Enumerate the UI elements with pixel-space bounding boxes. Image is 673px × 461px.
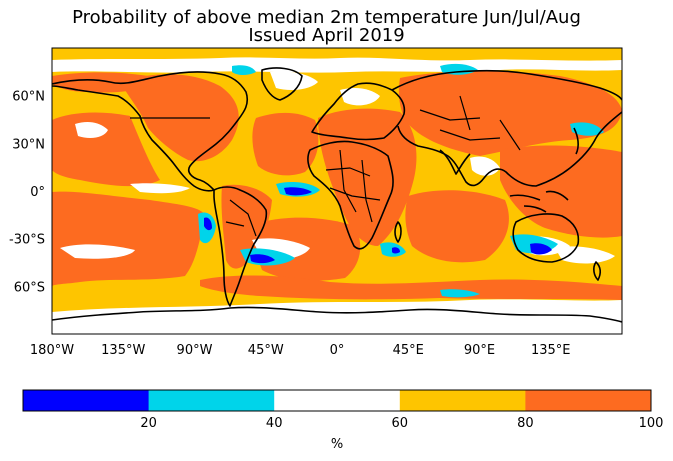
colorbar-tick-label: 80: [517, 416, 534, 431]
x-tick-label: 45°E: [393, 343, 424, 358]
indian-ocean-high: [405, 190, 509, 263]
colorbar-swatch-80-100: [525, 390, 652, 411]
colorbar-swatch-0-20: [23, 390, 150, 411]
y-axis-ticks: 60°N 30°N 0° -30°S 60°S: [9, 90, 45, 296]
x-tick-label: 90°W: [177, 343, 213, 358]
coast-north-america: [52, 71, 249, 192]
south-america-high: [221, 184, 272, 269]
coast-asia: [391, 69, 622, 187]
southern-ocean-high: [200, 275, 622, 300]
atlantic-north-high: [252, 112, 319, 176]
colorbar-frame: [22, 389, 652, 412]
pacific-white-1: [75, 122, 108, 138]
atlantic-eq-blue: [284, 187, 312, 196]
coast-europe: [311, 82, 406, 141]
pacific-white-2: [60, 244, 135, 259]
coast-maritime: [509, 190, 569, 213]
colorbar-swatch-20-40: [148, 390, 275, 411]
indian-ocean-blue: [392, 247, 400, 254]
coast-greenland: [261, 67, 303, 101]
southern-cyan: [440, 289, 480, 298]
colorbar-tick-labels: 20 40 60 80 100: [140, 416, 663, 431]
y-tick-label: 0°: [30, 185, 45, 200]
borders-asia: [419, 95, 521, 151]
west-pacific-high: [500, 145, 622, 238]
europe-white: [340, 88, 380, 106]
coast-australia: [512, 213, 580, 263]
probability-field: [52, 57, 622, 334]
colorbar-tick-label: 20: [140, 416, 157, 431]
coast-africa: [307, 140, 394, 250]
colorbar-tick-label: 40: [266, 416, 283, 431]
x-tick-label: 45°W: [248, 343, 284, 358]
pacific-south-high: [52, 191, 205, 286]
colorbar-tick-label: 100: [639, 416, 664, 431]
pacific-east-white: [555, 246, 615, 264]
australia-blue: [530, 243, 552, 255]
y-tick-label: -30°S: [9, 233, 45, 248]
x-tick-label: 0°: [330, 343, 345, 358]
colorbar-swatches: [23, 390, 652, 411]
south-america-blue: [250, 254, 275, 264]
y-tick-label: 60°N: [12, 90, 45, 105]
chart-subtitle: Issued April 2019: [248, 25, 405, 46]
x-axis-ticks: 180°W 135°W 90°W 45°W 0° 45°E 90°E 135°E: [30, 343, 571, 358]
coast-madagascar: [394, 221, 402, 243]
x-tick-label: 180°W: [30, 343, 74, 358]
colorbar-swatch-60-80: [399, 390, 526, 411]
chart-title: Probability of above median 2m temperatu…: [72, 7, 581, 28]
y-tick-label: 60°S: [14, 280, 45, 295]
x-tick-label: 135°W: [101, 343, 145, 358]
x-tick-label: 135°E: [531, 343, 571, 358]
coast-new-zealand: [593, 261, 601, 281]
africa-europe-high: [318, 108, 417, 246]
class-40-60-areas: [52, 57, 622, 334]
borders-africa: [325, 149, 381, 223]
arctic-cyan-2: [232, 65, 256, 75]
coast-antarctica: [52, 306, 622, 323]
borders-americas: [130, 117, 257, 237]
coast-japan: [573, 127, 579, 155]
map-frame: [51, 47, 623, 335]
colorbar-swatch-40-60: [274, 390, 401, 411]
arctic-white-band: [52, 57, 622, 73]
equatorial-white: [130, 183, 190, 194]
colorbar-unit: %: [331, 437, 343, 452]
coast-india: [439, 149, 471, 175]
class-0-20-areas: [204, 187, 552, 264]
east-pacific-blue: [204, 217, 212, 231]
arctic-high: [52, 72, 160, 93]
coastlines: [52, 67, 622, 323]
x-tick-label: 90°E: [464, 343, 495, 358]
coast-south-america: [213, 186, 268, 307]
nw-pacific-cyan: [570, 122, 604, 136]
colorbar-tick-label: 60: [392, 416, 409, 431]
y-tick-label: 30°N: [12, 137, 45, 152]
antarctic-white: [52, 299, 622, 334]
greenland-white: [270, 71, 318, 90]
